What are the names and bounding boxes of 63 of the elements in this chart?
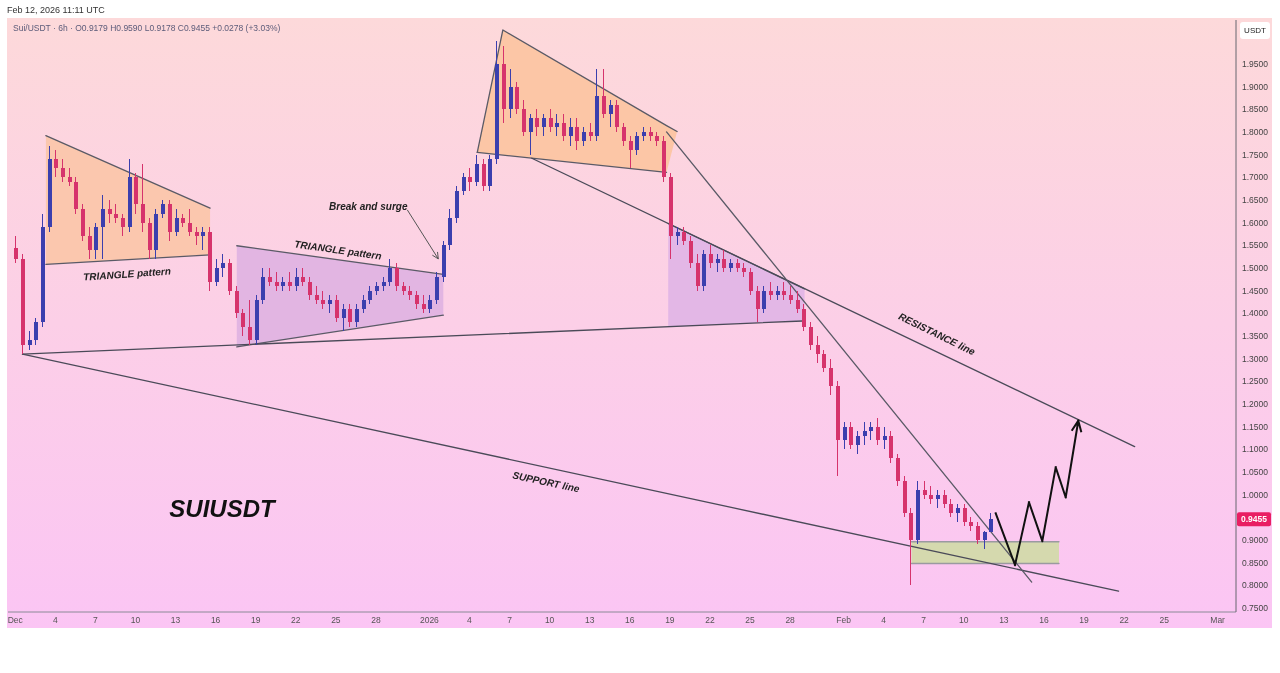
x-tick-label: 25 (331, 615, 341, 626)
y-tick-label: 1.5000 (1242, 262, 1269, 273)
x-tick-label: 19 (250, 615, 261, 626)
y-tick-label: 1.8000 (1242, 126, 1269, 137)
y-axis-title: USDT (1244, 26, 1266, 35)
y-tick-label: 1.2000 (1242, 398, 1269, 409)
x-tick-label: 22 (705, 615, 715, 626)
x-tick-label: Dec (7, 615, 24, 626)
annotation: TRIANGLE pattern (82, 265, 172, 283)
x-tick-label: 22 (1119, 615, 1130, 626)
y-tick-label: 0.9000 (1242, 534, 1269, 545)
text: SUIUSDT (169, 494, 278, 522)
x-tick-label: Mar (1210, 615, 1226, 626)
y-tick-label: 1.3500 (1242, 330, 1269, 341)
x-tick-label: 22 (291, 615, 301, 626)
annotation: TRIANGLE pattern (293, 238, 383, 262)
x-tick-label: 16 (210, 615, 221, 626)
y-tick-label: 1.7500 (1242, 149, 1269, 160)
y-tick-label: 1.7000 (1242, 172, 1269, 183)
x-tick-label: 25 (1159, 615, 1170, 626)
x-tick-label: 4 (467, 615, 473, 626)
x-tick-label: 28 (371, 615, 381, 626)
x-tick-label: 19 (665, 615, 675, 626)
annotation: Break and surge (329, 201, 408, 213)
x-tick-label: 4 (52, 615, 58, 626)
x-tick-label: 7 (921, 615, 927, 626)
y-tick-label: 1.9000 (1242, 81, 1269, 92)
y-tick-label: 1.2500 (1242, 376, 1269, 387)
y-tick-label: 1.4000 (1242, 308, 1269, 319)
y-tick-label: 1.8500 (1242, 104, 1269, 115)
y-tick-label: 1.3000 (1242, 353, 1269, 364)
x-tick-label: 4 (881, 615, 887, 626)
annotation: SUPPORT line (511, 469, 581, 495)
y-tick-label: 1.5500 (1242, 240, 1269, 251)
x-tick-label: 16 (1039, 615, 1049, 626)
y-tick-label: 0.8500 (1242, 557, 1269, 568)
y-tick-label: 0.8000 (1242, 580, 1269, 591)
y-tick-label: 1.6000 (1242, 217, 1269, 228)
x-tick-label: 13 (999, 615, 1009, 626)
text: Feb 12, 2026 11:11 UTC (7, 5, 106, 15)
y-tick-label: 1.0500 (1242, 466, 1269, 477)
x-tick-label: 10 (130, 615, 141, 626)
x-tick-label: 25 (745, 615, 756, 626)
x-tick-label: 2026 (419, 615, 440, 626)
x-tick-label: Feb (836, 615, 852, 626)
x-tick-label: 28 (785, 615, 796, 626)
x-tick-label: 7 (507, 615, 513, 626)
x-tick-label: 19 (1079, 615, 1090, 626)
y-tick-label: 1.1000 (1242, 444, 1269, 455)
annotation: 0.9455 (1241, 514, 1268, 525)
y-tick-label: 1.9500 (1242, 58, 1269, 69)
x-tick-label: 16 (625, 615, 635, 626)
chart-subtitle: Sui/USDT · 6h · O0.9179 H0.9590 L0.9178 C0.9455 +0.0278 (+3.03%) (13, 23, 281, 33)
x-tick-label: 13 (584, 615, 595, 626)
x-tick-label: 7 (93, 615, 99, 626)
x-tick-label: 10 (959, 615, 969, 626)
y-tick-label: 1.4500 (1242, 285, 1269, 296)
x-tick-label: 10 (544, 615, 555, 626)
x-tick-label: 13 (170, 615, 181, 626)
y-tick-label: 0.7500 (1242, 602, 1269, 613)
y-tick-label: 1.1500 (1242, 421, 1269, 432)
y-tick-label: 1.0000 (1242, 489, 1269, 500)
y-tick-label: 1.6500 (1242, 194, 1269, 205)
